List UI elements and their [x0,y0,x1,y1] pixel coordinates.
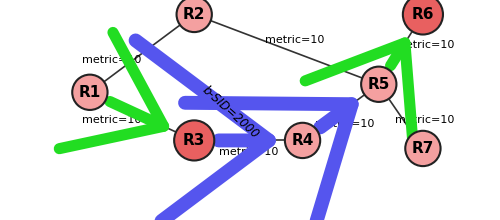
Text: metric=10: metric=10 [218,147,278,157]
Circle shape [176,0,212,32]
Circle shape [285,123,320,158]
Circle shape [72,75,108,110]
Text: R1: R1 [79,85,101,100]
Text: metric=10: metric=10 [395,40,454,50]
Text: R2: R2 [183,7,206,22]
Text: metric=10: metric=10 [315,119,374,128]
Circle shape [406,131,440,166]
Text: R7: R7 [412,141,434,156]
Text: R3: R3 [183,133,206,148]
Text: metric=10: metric=10 [395,115,454,125]
Text: metric=10: metric=10 [82,115,141,125]
Circle shape [403,0,443,35]
Text: R5: R5 [368,77,390,92]
Circle shape [174,120,214,161]
Circle shape [361,67,396,102]
Text: b-SID=2000: b-SID=2000 [200,84,262,141]
Text: metric=10: metric=10 [265,35,324,45]
Text: metric=10: metric=10 [82,55,141,65]
Text: R4: R4 [292,133,314,148]
Text: R6: R6 [412,7,434,22]
